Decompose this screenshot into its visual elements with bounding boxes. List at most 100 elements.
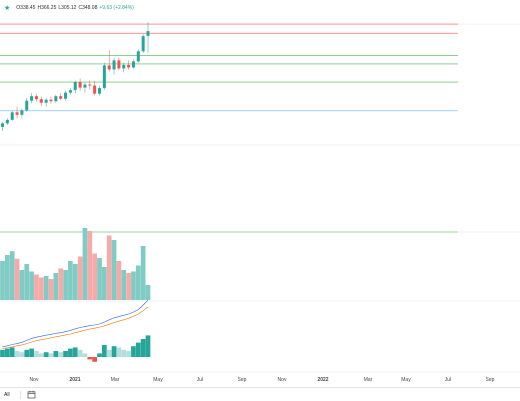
- candle-body: [49, 99, 53, 102]
- histogram-bar: [121, 349, 127, 357]
- candle-body: [83, 84, 87, 88]
- histogram-bar: [72, 347, 78, 357]
- time-axis-label: Sep: [238, 377, 247, 383]
- volume-bar: [97, 258, 102, 300]
- candle-body: [122, 64, 126, 69]
- legend-open: O338.45: [16, 5, 36, 11]
- calendar-range-icon[interactable]: [27, 390, 36, 399]
- candle-body: [64, 92, 68, 99]
- histogram-bar: [92, 357, 97, 362]
- time-axis-label: 2021: [69, 377, 80, 383]
- candle-body: [73, 82, 77, 91]
- time-axis: Nov 2021 Mar May Jul Sep Nov 2022 Mar May Jul Sep: [30, 377, 495, 383]
- time-axis-label: May: [401, 377, 411, 383]
- histogram-bar: [131, 346, 136, 357]
- volume-bar: [87, 231, 93, 300]
- volume-bar: [135, 265, 141, 300]
- time-axis-label: Nov: [278, 377, 287, 383]
- toolbar-divider: [19, 390, 21, 399]
- candle-body: [107, 65, 111, 70]
- volume-bar: [48, 279, 54, 300]
- volume-bar: [145, 285, 151, 300]
- candle-body: [112, 60, 116, 70]
- histogram-bar: [29, 348, 34, 357]
- legend-close: C348.08: [78, 5, 98, 11]
- candle-body: [68, 90, 72, 93]
- histogram-bar: [63, 351, 68, 357]
- candle-body: [25, 100, 29, 111]
- volume-bar: [102, 267, 107, 300]
- volume-bar: [68, 261, 73, 300]
- candle-body: [59, 96, 63, 99]
- candle-body: [102, 65, 106, 89]
- range-all-button[interactable]: All: [4, 391, 10, 398]
- volume-bar: [38, 277, 44, 300]
- legend-low: L305.12: [58, 5, 77, 11]
- volume-bar: [126, 273, 131, 300]
- candle-body: [54, 96, 58, 102]
- legend-change: +9.63 (+2.84%): [99, 5, 134, 11]
- ohlc-legend: ★ O338.45 H366.25 L305.12 C348.08 +9.63 …: [4, 2, 134, 14]
- candle-body: [131, 61, 135, 68]
- histogram-bar: [111, 346, 117, 357]
- candle-body: [20, 110, 24, 115]
- histogram-bar: [9, 347, 15, 357]
- time-axis-label: Mar: [364, 377, 373, 383]
- candle-body: [141, 36, 145, 52]
- histogram-bar: [14, 351, 20, 357]
- volume-bar: [92, 253, 97, 300]
- candle-body: [98, 88, 101, 94]
- candle-body: [1, 123, 4, 127]
- histogram-bar: [34, 351, 39, 357]
- volume-bar: [140, 246, 146, 300]
- time-axis-label: Jul: [445, 377, 451, 383]
- volume-bar: [29, 271, 34, 300]
- candle-body: [10, 112, 14, 120]
- time-axis-label: Nov: [30, 377, 39, 383]
- time-axis-label: May: [153, 377, 163, 383]
- histogram-bar: [68, 348, 73, 357]
- volume-bar: [106, 235, 112, 300]
- time-axis-label: Sep: [486, 377, 495, 383]
- volume-bar: [111, 240, 117, 300]
- histogram-bar: [106, 349, 112, 357]
- candle-body: [136, 51, 140, 62]
- moving-average-series: [2, 299, 149, 349]
- candle-body: [39, 99, 43, 103]
- star-icon[interactable]: ★: [4, 4, 11, 12]
- time-axis-label: Mar: [111, 377, 120, 383]
- horizontal-levels: [0, 23, 520, 112]
- volume-bar: [9, 251, 15, 300]
- histogram-bar: [102, 345, 107, 357]
- candlestick-series: [1, 21, 150, 131]
- histogram-bar: [82, 353, 88, 357]
- histogram-bar: [140, 339, 146, 357]
- candle-body: [117, 60, 121, 69]
- candle-body: [93, 85, 97, 94]
- histogram-bar: [5, 348, 10, 357]
- histogram-bar: [43, 352, 49, 357]
- histogram-bar: [19, 352, 25, 357]
- volume-bar: [0, 261, 5, 300]
- macd-histogram-series: [0, 335, 151, 362]
- histogram-bar: [58, 352, 64, 357]
- moving-average-line: [2, 306, 149, 349]
- volume-bar: [14, 258, 20, 300]
- volume-bar: [116, 261, 122, 300]
- candle-body: [78, 82, 82, 88]
- volume-bar: [63, 270, 68, 300]
- volume-bar: [77, 256, 83, 300]
- histogram-bar: [135, 342, 141, 357]
- bottom-toolbar: All: [0, 387, 520, 401]
- candle-body: [88, 84, 92, 86]
- histogram-bar: [145, 335, 151, 357]
- volume-bar: [82, 228, 88, 300]
- legend-high: H366.25: [37, 5, 57, 11]
- candle-body: [15, 112, 19, 115]
- time-axis-label: Jul: [197, 377, 203, 383]
- histogram-bar: [38, 353, 44, 357]
- histogram-bar: [116, 347, 122, 357]
- histogram-bar: [48, 353, 54, 357]
- histogram-bar: [97, 353, 102, 357]
